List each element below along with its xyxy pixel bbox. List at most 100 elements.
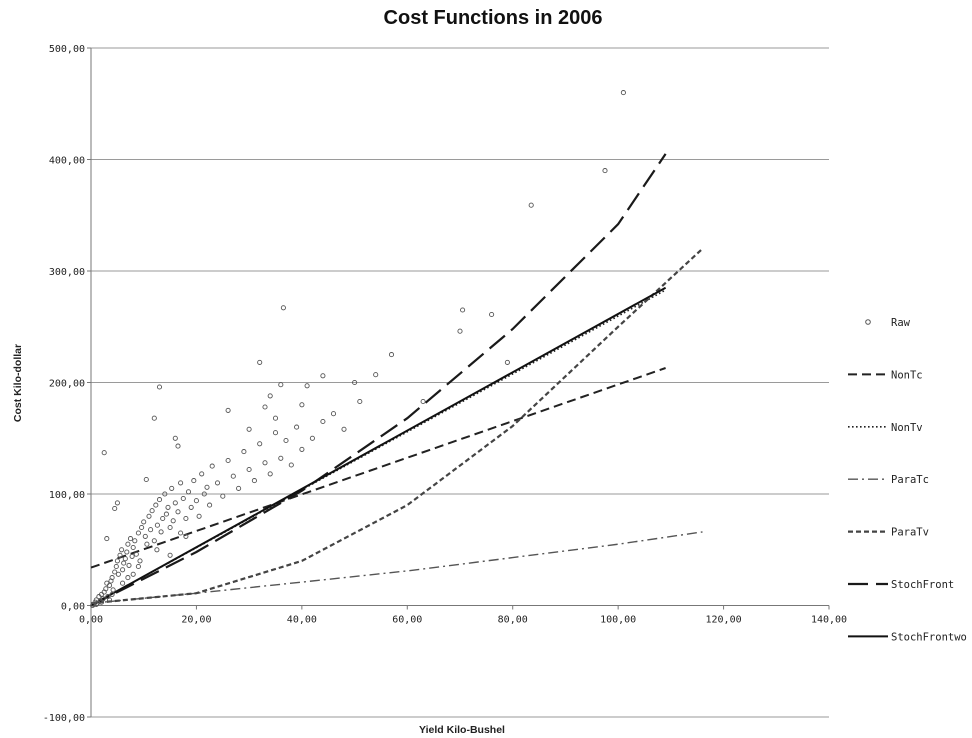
raw-point	[90, 602, 96, 609]
raw-point	[357, 398, 363, 405]
raw-point	[158, 529, 164, 535]
raw-point	[104, 536, 110, 542]
raw-point	[112, 505, 118, 512]
raw-points	[90, 90, 626, 609]
raw-point	[236, 485, 242, 491]
x-axis-label: Yield Kilo-Bushel	[419, 724, 505, 736]
raw-point	[135, 563, 141, 570]
legend-item-raw: Raw	[865, 317, 911, 329]
legend-item-paratv: ParaTv	[848, 527, 929, 539]
raw-point	[373, 372, 379, 378]
raw-point	[120, 580, 126, 586]
x-tick-label: 120,00	[706, 615, 742, 626]
raw-point	[272, 430, 279, 436]
raw-point	[257, 441, 263, 447]
raw-point	[320, 418, 326, 425]
raw-point	[156, 497, 163, 503]
raw-point	[294, 424, 300, 430]
series-line-stochfront	[90, 153, 667, 607]
raw-point	[112, 569, 118, 575]
raw-point	[125, 541, 131, 547]
raw-point	[151, 538, 157, 544]
x-tick-label: 100,00	[600, 615, 636, 626]
raw-point	[98, 599, 105, 605]
y-tick-label: 0,00	[61, 602, 85, 613]
legend-item-paratc: ParaTc	[848, 474, 929, 486]
y-tick-label: 200,00	[49, 379, 85, 390]
raw-point	[420, 398, 426, 405]
raw-point	[199, 471, 205, 477]
raw-point	[115, 571, 121, 577]
series-line-paratc	[90, 531, 703, 604]
raw-point	[352, 379, 358, 386]
raw-point	[133, 551, 139, 557]
raw-point	[267, 393, 273, 399]
series-line-paratv	[90, 247, 704, 605]
raw-point	[283, 437, 289, 444]
raw-point	[241, 449, 247, 455]
raw-point	[246, 466, 252, 473]
raw-point	[125, 575, 131, 581]
raw-point	[129, 553, 135, 559]
raw-point	[122, 556, 128, 562]
raw-point	[267, 471, 273, 477]
raw-point	[191, 478, 197, 484]
raw-point	[165, 504, 171, 510]
raw-point	[109, 591, 115, 597]
x-tick-label: 140,00	[811, 615, 847, 626]
raw-point	[178, 480, 184, 486]
raw-point	[101, 450, 107, 456]
raw-point	[130, 571, 136, 577]
raw-point	[169, 485, 175, 491]
raw-point	[142, 533, 148, 539]
y-axis-label: Cost Kilo-dollar	[12, 344, 24, 422]
raw-point	[162, 491, 168, 497]
raw-point	[272, 415, 279, 421]
series-lines	[90, 153, 704, 607]
raw-point	[341, 426, 347, 432]
x-tick-label: 40,00	[287, 615, 317, 626]
raw-point	[167, 552, 173, 558]
x-tick-labels: 0,00 20,00 40,00 60,00 80,00 100,00 120,00 140,…	[79, 615, 847, 626]
raw-point	[207, 502, 213, 508]
raw-point	[109, 575, 115, 581]
raw-point	[160, 515, 166, 522]
raw-point	[330, 411, 337, 417]
raw-point	[278, 382, 284, 388]
raw-point	[209, 463, 215, 469]
raw-point	[204, 484, 210, 490]
raw-point	[388, 352, 395, 358]
x-tick-label: 20,00	[181, 615, 211, 626]
raw-point	[154, 547, 160, 553]
raw-point	[167, 524, 173, 531]
raw-point	[114, 558, 120, 564]
raw-point	[230, 473, 236, 479]
legend-label: ParaTv	[891, 527, 929, 539]
raw-point	[170, 518, 176, 524]
raw-point	[172, 500, 178, 506]
raw-point	[251, 478, 257, 484]
raw-point	[225, 457, 231, 464]
x-tick-label: 0,00	[79, 615, 103, 626]
legend-item-stochfrontwo: StochFrontwo	[848, 631, 967, 643]
raw-point	[108, 578, 114, 584]
y-tick-label: 500,00	[49, 44, 85, 55]
raw-point	[262, 404, 268, 410]
raw-point	[144, 541, 150, 547]
raw-point	[504, 359, 510, 365]
legend-item-nontv: NonTv	[848, 422, 923, 434]
raw-point	[156, 384, 163, 390]
raw-point	[153, 502, 159, 508]
legend-label: StochFrontwo	[891, 631, 967, 643]
x-tick-label: 60,00	[392, 615, 422, 626]
raw-point	[602, 168, 608, 174]
series-line-stochfrontwo	[90, 286, 667, 607]
raw-point	[193, 498, 199, 504]
raw-point	[214, 480, 221, 486]
legend-label: NonTc	[891, 369, 923, 381]
raw-point	[299, 446, 305, 452]
raw-point	[106, 597, 113, 603]
raw-point	[121, 560, 127, 566]
raw-point	[489, 311, 495, 318]
raw-point	[304, 383, 310, 389]
